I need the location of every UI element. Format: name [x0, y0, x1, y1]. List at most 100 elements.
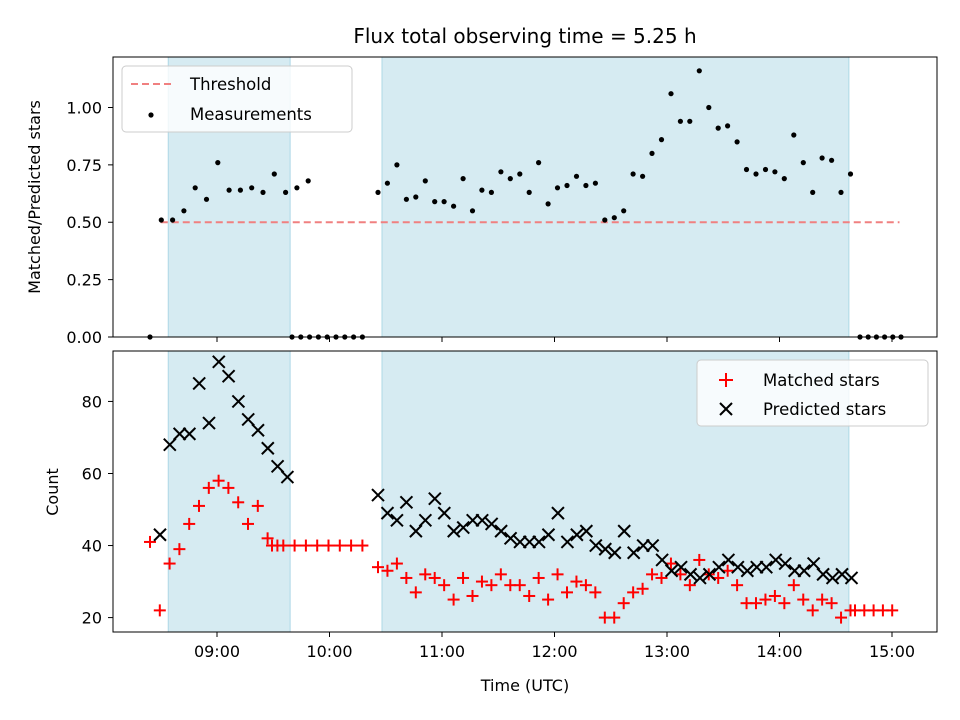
- predicted-stars-marker: [835, 567, 849, 582]
- predicted-stars-marker: [409, 524, 423, 538]
- matched-stars-marker: [608, 611, 621, 624]
- predicted-stars-marker: [399, 495, 414, 510]
- measurement-point: [403, 196, 409, 202]
- matched-stars-marker: [242, 517, 254, 530]
- measurement-point: [781, 176, 787, 182]
- matched-stars-marker: [288, 539, 301, 552]
- matched-stars-marker: [731, 579, 744, 592]
- matched-stars-marker: [816, 593, 829, 606]
- top-y-tick-label: 0.25: [66, 271, 102, 290]
- matched-stars-marker: [466, 589, 479, 602]
- predicted-stars-marker: [712, 560, 726, 574]
- matched-stars-marker: [183, 517, 196, 530]
- matched-stars-marker: [232, 496, 245, 509]
- matched-stars-marker: [153, 604, 166, 617]
- x-tick-label: 10:00: [306, 642, 352, 661]
- measurement-point: [583, 182, 589, 189]
- measurement-point: [743, 166, 750, 173]
- measurement-point: [668, 91, 674, 97]
- matched-stars-marker: [356, 539, 369, 552]
- matched-stars-marker: [485, 579, 498, 592]
- measurement-point: [517, 171, 523, 177]
- measurement-point: [621, 208, 627, 214]
- x-tick-label: 09:00: [194, 642, 240, 661]
- bottom-y-tick-label: 80: [82, 392, 102, 411]
- top-plot-frame: [112, 56, 938, 338]
- measurement-point: [630, 171, 636, 177]
- predicted-stars-marker: [212, 355, 226, 369]
- predicted-stars-marker: [371, 488, 385, 502]
- matched-stars-marker: [163, 557, 176, 570]
- matched-stars-marker: [400, 571, 413, 584]
- matched-stars-marker: [768, 589, 781, 602]
- measurement-point: [554, 185, 561, 191]
- measurement-point: [460, 176, 466, 182]
- measurement-point: [810, 189, 816, 195]
- measurement-point: [158, 217, 164, 223]
- matched-stars-marker: [627, 586, 640, 599]
- measurement-point: [237, 187, 243, 193]
- matched-stars-marker: [193, 499, 205, 512]
- predicted-stars-marker: [570, 528, 584, 542]
- measurement-point: [479, 187, 485, 193]
- predicted-stars-marker: [797, 564, 811, 578]
- matched-stars-legend-marker: [719, 373, 733, 387]
- measurement-point: [422, 178, 428, 184]
- top-y-tick-label: 0.50: [66, 213, 102, 232]
- matched-stars-marker: [311, 539, 324, 552]
- predicted-stars-marker: [261, 441, 275, 455]
- measurement-point: [649, 150, 655, 156]
- top-x-ticks: [216, 337, 893, 342]
- matched-stars-marker: [759, 593, 772, 606]
- measurement-point: [536, 160, 542, 166]
- measurement-point: [573, 173, 580, 179]
- predicted-stars-marker: [598, 542, 612, 556]
- bottom-y-tick-label: 60: [82, 464, 102, 483]
- predicted-stars-marker: [172, 427, 187, 441]
- measurement-point: [800, 160, 806, 166]
- measurement-point: [545, 201, 551, 207]
- predicted-stars-marker: [655, 553, 669, 567]
- predicted-stars-marker: [270, 459, 285, 473]
- matched-stars-marker: [212, 474, 225, 487]
- matched-stars-marker: [202, 481, 215, 494]
- predicted-stars-marker: [532, 535, 546, 549]
- measurement-point: [677, 118, 684, 124]
- bottom-legend: Matched stars Predicted stars: [696, 359, 929, 427]
- predicted-stars-legend-marker: [719, 402, 733, 416]
- measurement-point: [170, 217, 176, 223]
- top-panel: 0.00 0.25 0.50 0.75 1.00 Flux total observin…: [25, 24, 938, 347]
- measurement-point: [413, 194, 419, 200]
- predicted-stars-marker: [503, 531, 518, 546]
- threshold-legend-label: Threshold: [189, 75, 271, 94]
- matched-stars-marker: [655, 571, 668, 584]
- measurement-point: [181, 208, 187, 214]
- measurement-point: [469, 208, 476, 214]
- measurement-point: [564, 182, 570, 189]
- measurement-point: [203, 196, 210, 202]
- predicted-stars-marker: [769, 553, 783, 567]
- matched-stars-marker: [646, 568, 659, 581]
- predicted-stars-marker: [513, 535, 527, 549]
- predicted-stars-marker: [645, 538, 660, 553]
- matched-stars-marker: [825, 597, 838, 610]
- predicted-stars-marker: [475, 513, 489, 528]
- x-axis-label: Time (UTC): [480, 676, 569, 695]
- matched-stars-marker: [570, 575, 583, 588]
- predicted-stars-marker: [241, 412, 255, 427]
- bottom-y-axis-label: Count: [43, 468, 62, 516]
- measurement-point: [441, 199, 447, 205]
- measurement-point: [611, 215, 617, 221]
- measurement-point: [734, 139, 740, 145]
- matched-stars-marker: [277, 539, 290, 552]
- measurement-point: [498, 169, 504, 175]
- measurement-point: [526, 189, 532, 195]
- measurement-point: [838, 189, 844, 195]
- matched-stars-marker: [299, 539, 312, 552]
- chart-title: Flux total observing time = 5.25 h: [353, 24, 696, 48]
- predicted-stars-marker: [447, 524, 461, 538]
- predicted-stars-marker: [778, 556, 792, 571]
- measurement-point: [271, 171, 277, 177]
- measurement-point: [215, 160, 221, 166]
- predicted-stars-marker: [664, 564, 679, 578]
